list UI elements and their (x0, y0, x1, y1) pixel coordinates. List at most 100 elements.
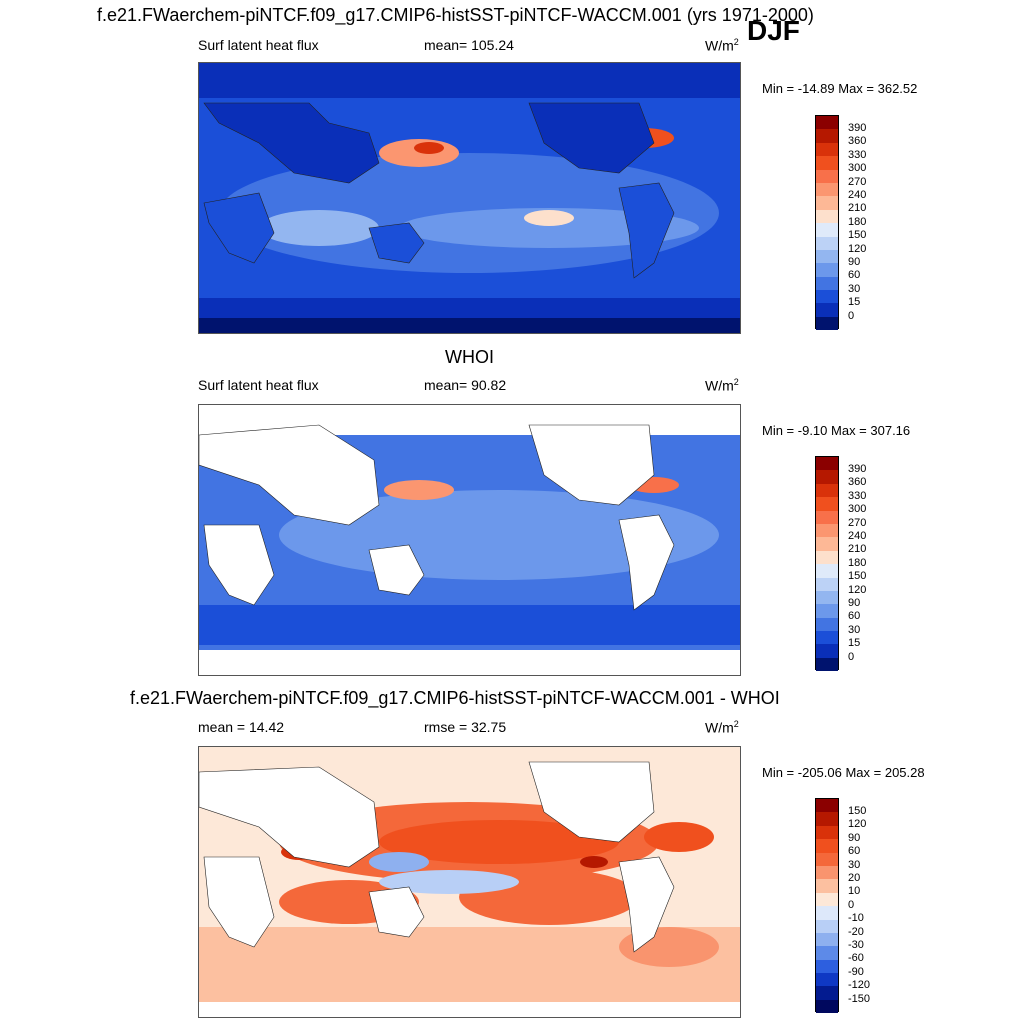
colorbar-swatch (816, 631, 838, 645)
colorbar-tick-label: 390 (848, 121, 867, 134)
colorbar-swatch (816, 604, 838, 618)
panel1-units-label: W/m2 (705, 37, 739, 54)
colorbar-swatch (816, 825, 838, 840)
colorbar-swatch (816, 919, 838, 933)
panel2-heading: WHOI (445, 347, 494, 367)
colorbar-swatch (816, 865, 838, 880)
panel3-rmse-label: rmse = 32.75 (424, 719, 507, 735)
colorbar-tick-label: -90 (848, 965, 864, 978)
panel2-mean-label: mean= 90.82 (424, 377, 507, 393)
colorbar-swatch (816, 263, 838, 277)
colorbar-swatch (816, 209, 838, 224)
colorbar-tick-label: 360 (848, 476, 867, 489)
colorbar-tick-label: 90 (848, 596, 861, 609)
colorbar-swatch (816, 812, 838, 826)
colorbar-swatch (816, 973, 838, 987)
colorbar-tick-label: 300 (848, 162, 867, 175)
colorbar-tick-label: -20 (848, 925, 864, 938)
colorbar-swatch (816, 657, 838, 672)
colorbar-tick-label: 270 (848, 175, 867, 188)
colorbar-tick-label: 0 (848, 309, 855, 322)
colorbar-tick-label: 60 (848, 269, 861, 282)
panel1-variable-label: Surf latent heat flux (198, 37, 319, 53)
panel1-mean-label: mean= 105.24 (424, 37, 514, 53)
colorbar-swatch (816, 906, 838, 920)
colorbar-swatch (816, 617, 838, 632)
colorbar-tick-label: 300 (848, 503, 867, 516)
colorbar-tick-label: 150 (848, 570, 867, 583)
colorbar-tick-label: 60 (848, 610, 861, 623)
colorbar-tick-label: 120 (848, 818, 867, 831)
panel2-variable-label: Surf latent heat flux (198, 377, 319, 393)
colorbar-tick-label: 390 (848, 462, 867, 475)
colorbar-tick-label: 330 (848, 148, 867, 161)
colorbar-swatch (816, 169, 838, 183)
colorbar-swatch (816, 986, 838, 1000)
colorbar-tick-label: 10 (848, 885, 861, 898)
colorbar-tick-label: 240 (848, 529, 867, 542)
colorbar-tick-label: 0 (848, 898, 855, 911)
colorbar-swatch (816, 839, 838, 853)
panel2-colorbar-box (815, 456, 839, 672)
colorbar-swatch (816, 316, 838, 331)
colorbar-swatch (816, 999, 838, 1014)
colorbar-tick-label: -30 (848, 938, 864, 951)
colorbar-tick-label: 120 (848, 583, 867, 596)
colorbar-tick-label: 180 (848, 215, 867, 228)
panel2-map-svg (199, 405, 740, 675)
colorbar-swatch (816, 946, 838, 960)
colorbar-tick-label: 30 (848, 858, 861, 871)
colorbar-tick-label: 15 (848, 637, 861, 650)
colorbar-tick-label: 90 (848, 831, 861, 844)
colorbar-swatch (816, 470, 838, 484)
colorbar-tick-label: -10 (848, 912, 864, 925)
colorbar-tick-label: -120 (848, 979, 871, 992)
colorbar-swatch (816, 892, 838, 907)
colorbar-swatch (816, 457, 838, 471)
colorbar-tick-label: 60 (848, 845, 861, 858)
colorbar-swatch (816, 932, 838, 947)
colorbar-swatch (816, 236, 838, 250)
season-label: DJF (747, 15, 800, 46)
colorbar-swatch (816, 116, 838, 130)
panel3-map (198, 746, 741, 1018)
colorbar-swatch (816, 590, 838, 605)
colorbar-swatch (816, 564, 838, 578)
colorbar-swatch (816, 852, 838, 866)
colorbar-swatch (816, 129, 838, 143)
panel3-map-svg (199, 747, 740, 1017)
colorbar-tick-label: 270 (848, 516, 867, 529)
colorbar-swatch (816, 182, 838, 197)
panel1-colorbar-box (815, 115, 839, 331)
colorbar-tick-label: 240 (848, 188, 867, 201)
colorbar-swatch (816, 196, 838, 210)
colorbar-tick-label: 150 (848, 804, 867, 817)
panel3-colorbar-box (815, 798, 839, 1014)
panel3-heading: f.e21.FWaerchem-piNTCF.f09_g17.CMIP6-his… (130, 688, 780, 708)
colorbar-tick-label: 180 (848, 556, 867, 569)
colorbar-tick-label: 330 (848, 489, 867, 502)
colorbar-swatch (816, 290, 838, 304)
colorbar-tick-label: 210 (848, 543, 867, 556)
colorbar-swatch (816, 510, 838, 524)
colorbar-swatch (816, 142, 838, 157)
colorbar-swatch (816, 644, 838, 658)
panel1-map-svg (199, 63, 740, 333)
panel2-map (198, 404, 741, 676)
colorbar-swatch (816, 497, 838, 511)
colorbar-tick-label: -60 (848, 952, 864, 965)
colorbar-swatch (816, 959, 838, 974)
colorbar-swatch (816, 879, 838, 893)
colorbar-tick-label: 210 (848, 202, 867, 215)
panel1-minmax: Min = -14.89 Max = 362.52 (762, 81, 918, 96)
colorbar-tick-label: 30 (848, 623, 861, 636)
colorbar-swatch (816, 156, 838, 170)
colorbar-swatch (816, 550, 838, 565)
colorbar-swatch (816, 276, 838, 291)
colorbar-tick-label: 360 (848, 135, 867, 148)
colorbar-tick-label: 15 (848, 296, 861, 309)
colorbar-swatch (816, 483, 838, 498)
colorbar-swatch (816, 303, 838, 317)
panel1-map (198, 62, 741, 334)
colorbar-tick-label: 20 (848, 871, 861, 884)
